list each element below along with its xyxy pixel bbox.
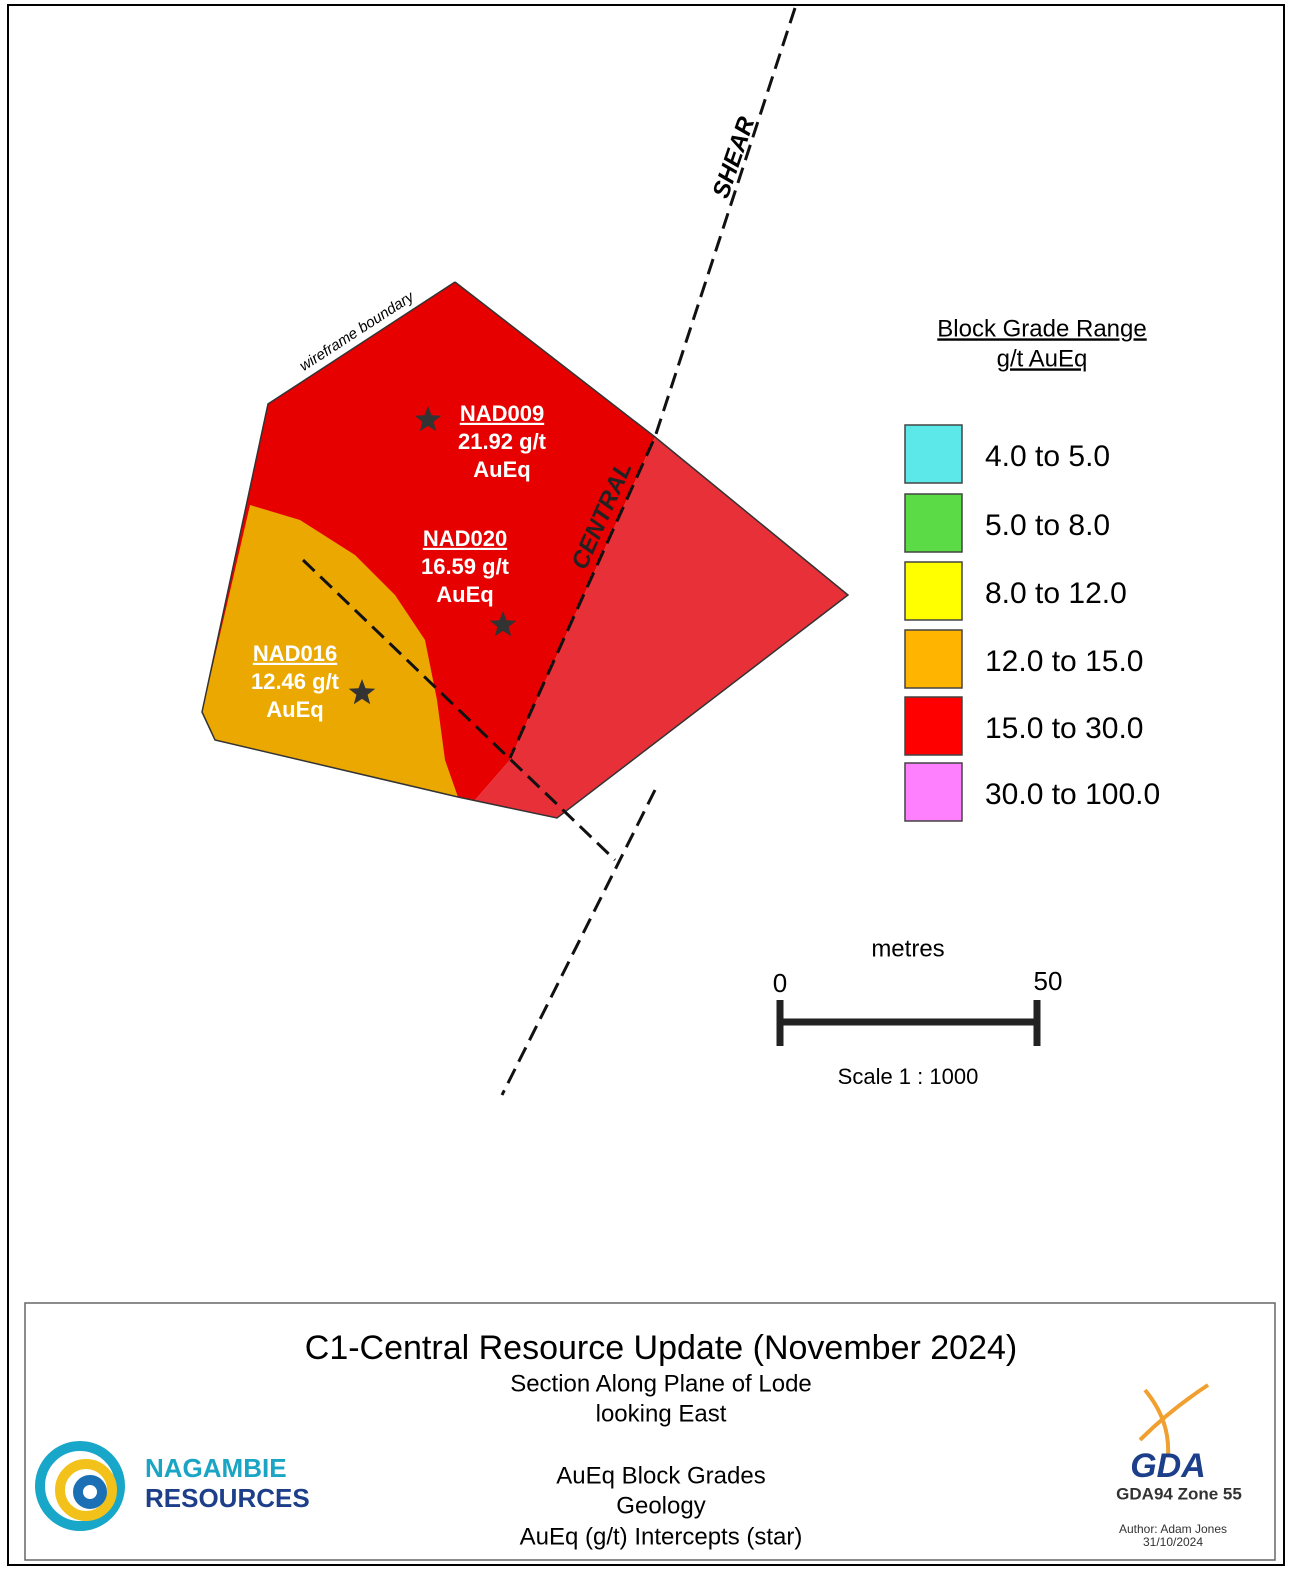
legend-swatch xyxy=(904,561,963,621)
footer-title: C1-Central Resource Update (November 202… xyxy=(305,1329,1017,1367)
intercept-unit: AuEq xyxy=(473,457,530,482)
legend-title: Block Grade Range xyxy=(937,315,1146,342)
company-name: RESOURCES xyxy=(145,1483,310,1513)
author: Author: Adam Jones xyxy=(1119,1522,1227,1536)
intercept-star xyxy=(348,679,376,705)
fault xyxy=(500,789,657,1096)
frame xyxy=(7,4,1285,1566)
legend-label: 12.0 to 15.0 xyxy=(985,645,1143,678)
legend-label: 5.0 to 8.0 xyxy=(985,509,1110,542)
legend-subtitle: g/t AuEq xyxy=(997,345,1088,372)
gda-logo: GDA xyxy=(1130,1447,1206,1485)
legend-label: 8.0 to 12.0 xyxy=(985,577,1127,610)
legend-label: 4.0 to 5.0 xyxy=(985,440,1110,473)
intercept-grade: 21.92 g/t xyxy=(458,429,547,454)
intercept-star xyxy=(414,406,442,432)
company-logo-mark xyxy=(35,1441,125,1531)
legend-swatch xyxy=(904,493,963,553)
gda-zone: GDA94 Zone 55 xyxy=(1116,1484,1242,1503)
footer-note: AuEq (g/t) Intercepts (star) xyxy=(520,1523,803,1550)
legend-label: 15.0 to 30.0 xyxy=(985,712,1143,745)
intercept-unit: AuEq xyxy=(436,582,493,607)
legend-swatch xyxy=(904,629,963,689)
intercept-grade: 12.46 g/t xyxy=(251,669,340,694)
scale-start: 0 xyxy=(773,968,787,998)
faults xyxy=(301,7,797,1096)
scale-end: 50 xyxy=(1034,966,1063,996)
legend-label: 30.0 to 100.0 xyxy=(985,778,1160,811)
legend-swatch xyxy=(904,696,963,756)
intercept-hole: NAD020 xyxy=(423,526,507,551)
legend-swatch xyxy=(904,762,963,822)
shear-fault xyxy=(508,7,797,759)
gda-logo-mark xyxy=(1138,1383,1210,1456)
block-red-east xyxy=(475,437,848,818)
wireframe xyxy=(201,281,850,819)
footer-note: AuEq Block Grades xyxy=(556,1462,765,1489)
company-name: NAGAMBIE xyxy=(145,1453,287,1483)
date: 31/10/2024 xyxy=(1143,1535,1203,1549)
intercept-unit: AuEq xyxy=(266,697,323,722)
footer-subtitle: looking East xyxy=(596,1400,727,1427)
intercept-hole: NAD016 xyxy=(253,641,337,666)
shear-label: SHEAR xyxy=(707,113,760,202)
scale-unit: metres xyxy=(871,935,944,962)
scale-bar xyxy=(776,1000,1041,1046)
block-orange xyxy=(202,505,458,797)
footer-subtitle: Section Along Plane of Lode xyxy=(510,1370,812,1397)
legend-swatch xyxy=(904,424,963,484)
section-line xyxy=(301,558,617,862)
footer-note: Geology xyxy=(616,1492,705,1519)
scale-text: Scale 1 : 1000 xyxy=(838,1064,979,1089)
intercept-hole: NAD009 xyxy=(460,401,544,426)
intercept-grade: 16.59 g/t xyxy=(421,554,510,579)
footer-box xyxy=(24,1302,1276,1561)
intercept-star xyxy=(489,611,517,637)
